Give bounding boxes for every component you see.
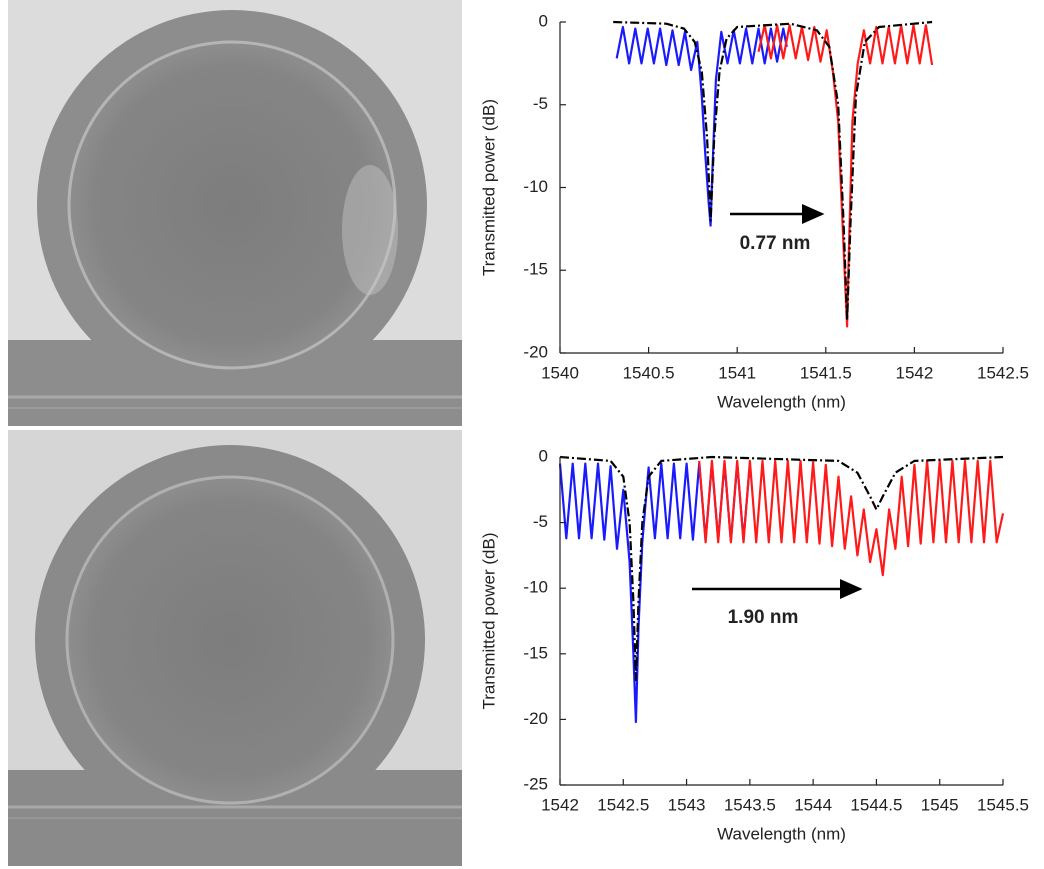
charts: -20 -15 -10 -5 0 1540 1540.5 1541 1541.5 1542 1542… [479,11,1029,843]
data-line [698,459,1005,577]
data-line [559,455,1004,682]
y-tick-label: -10 [523,578,548,597]
shift-label: 1.90 nm [728,607,799,628]
x-tick-label: 1544.5 [850,795,902,814]
y-tick-label: -25 [523,774,548,793]
x-tick-label: 1544 [794,795,832,814]
micrograph-bottom [8,430,462,866]
y-tick-label: -20 [523,342,548,361]
x-tick-label: 1542 [895,363,933,382]
x-tick-label: 1542 [541,795,579,814]
y-tick-label: 0 [539,446,548,465]
y-axis-label: Transmitted power (dB) [479,533,498,710]
shift-label: 0.77 nm [740,233,811,254]
x-tick-label: 1545.5 [977,795,1029,814]
y-tick-label: -5 [533,94,548,113]
y-tick-label: 0 [539,11,548,30]
y-tick-label: -15 [523,643,548,662]
x-tick-label: 1542.5 [977,363,1029,382]
micrograph-top [8,0,462,426]
x-tick-label: 1545 [921,795,959,814]
x-tick-label: 1540 [541,363,579,382]
y-tick-label: -20 [523,709,548,728]
x-tick-label: 1543 [668,795,706,814]
y-tick-label: -10 [523,177,548,196]
x-tick-label: 1541 [718,363,756,382]
y-tick-label: -15 [523,260,548,279]
data-line [613,20,933,321]
x-tick-label: 1542.5 [597,795,649,814]
x-axis-label: Wavelength (nm) [717,392,846,411]
x-tick-label: 1540.5 [623,363,675,382]
y-axis-label: Transmitted power (dB) [479,99,498,276]
x-tick-label: 1541.5 [800,363,852,382]
x-tick-label: 1543.5 [724,795,776,814]
x-axis-label: Wavelength (nm) [717,824,846,843]
data-line [615,25,788,227]
y-tick-label: -5 [533,512,548,531]
